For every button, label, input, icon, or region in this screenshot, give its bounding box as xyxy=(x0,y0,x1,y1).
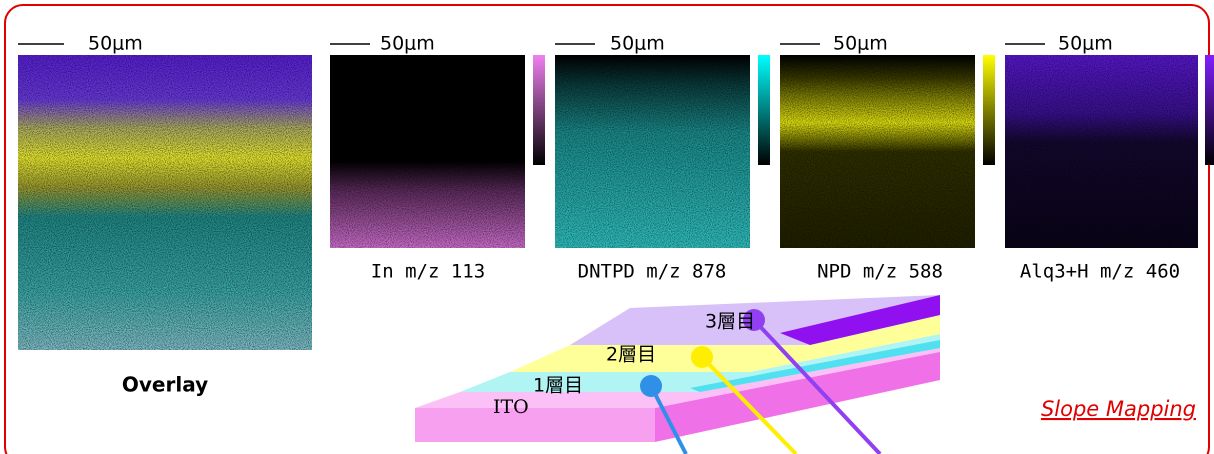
pointer-line xyxy=(752,318,882,454)
image-noise xyxy=(18,55,312,350)
image-noise xyxy=(780,55,975,248)
pointer-dot xyxy=(743,309,765,331)
colorbar xyxy=(1205,55,1214,165)
slope-mapping-link[interactable]: Slope Mapping xyxy=(1041,397,1196,421)
layer-label: 3層目 xyxy=(705,311,755,333)
image-noise xyxy=(330,55,525,248)
scale-label: 50μm xyxy=(88,33,143,55)
pointer-dot xyxy=(691,346,713,368)
frame xyxy=(4,4,1210,454)
scale-label: 50μm xyxy=(380,33,435,55)
layer-label: 1層目 xyxy=(533,375,583,397)
scale-label: 50μm xyxy=(1058,33,1113,55)
caption: Alq3+H m/z 460 xyxy=(1020,261,1180,283)
caption: DNTPD m/z 878 xyxy=(578,261,727,283)
colorbar xyxy=(758,55,770,165)
layer1-edge xyxy=(690,340,940,392)
pointer-dot xyxy=(640,375,662,397)
image-noise xyxy=(1005,55,1198,248)
colorbar xyxy=(533,55,545,165)
pointer-line xyxy=(700,355,798,454)
image-noise xyxy=(555,55,750,248)
scale-label: 50μm xyxy=(610,33,665,55)
caption: NPD m/z 588 xyxy=(817,261,943,283)
layer3-side xyxy=(780,295,940,345)
scale-label: 50μm xyxy=(833,33,888,55)
pointer-line xyxy=(649,385,688,454)
layer-label: ITO xyxy=(493,396,529,418)
ito-front xyxy=(415,408,655,442)
caption: In m/z 113 xyxy=(371,261,485,283)
caption: Overlay xyxy=(122,373,208,397)
layer-label: 2層目 xyxy=(606,344,656,366)
layer-diagram: 3層目 2層目 1層目 ITO xyxy=(415,295,940,454)
layer1 xyxy=(460,334,940,392)
ito-side xyxy=(655,348,940,442)
ito-top xyxy=(415,348,940,408)
layer2 xyxy=(510,315,940,372)
colorbar xyxy=(983,55,995,165)
